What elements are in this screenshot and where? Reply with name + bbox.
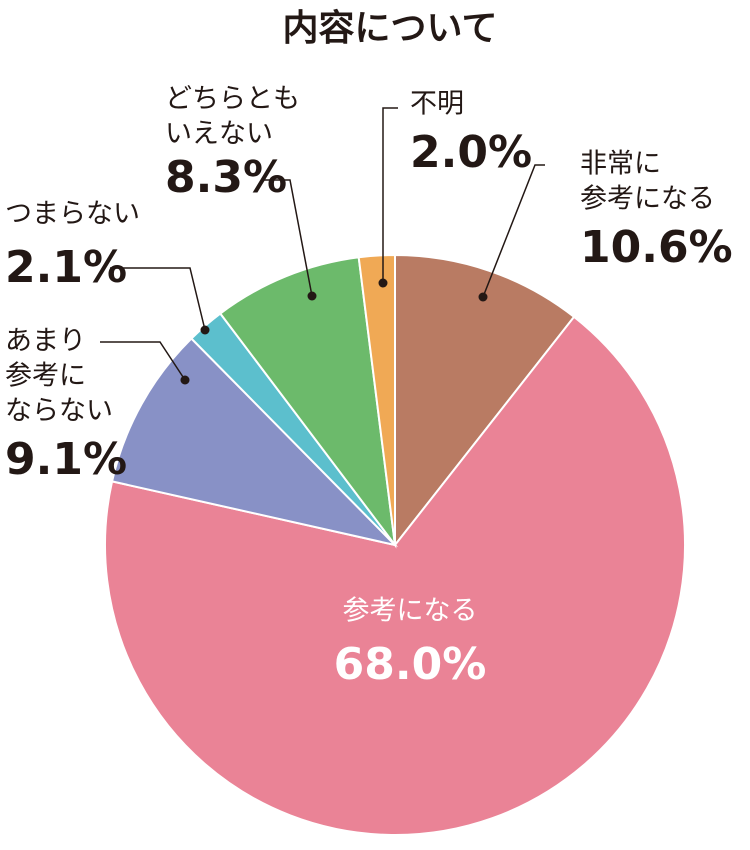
pie-slice (394, 253, 576, 548)
slice-label: あまり (5, 326, 86, 357)
leader-dot (180, 375, 190, 385)
leader-dot (200, 325, 210, 335)
slice-label: 参考になる (343, 596, 478, 627)
leader-line (482, 164, 545, 298)
leader-dot (307, 291, 317, 301)
slice-label: 不明 (410, 89, 464, 120)
leader-dot (478, 292, 488, 302)
slice-label: 非常に (580, 149, 661, 180)
leader-dot (378, 278, 388, 288)
value-label: 2.0% (410, 127, 532, 178)
slice-label: つまらない (5, 199, 140, 230)
value-label: 10.6% (580, 222, 733, 273)
leader-line (382, 107, 398, 283)
pie-slice (104, 315, 686, 836)
value-label: 2.1% (5, 242, 127, 293)
pie-slice (218, 256, 397, 549)
leader-line (100, 341, 186, 381)
value-label: 68.0% (334, 639, 487, 690)
pie-slice (110, 337, 399, 547)
value-label: 8.3% (165, 152, 287, 203)
slice-label: いえない (165, 119, 273, 150)
slice-label: どちらとも (165, 84, 300, 115)
leader-line (110, 267, 206, 331)
slice-label: 参考になる (580, 184, 715, 215)
value-label: 9.1% (5, 434, 127, 485)
leader-line (262, 179, 313, 297)
slice-label: ならない (5, 396, 113, 427)
chart-title: 内容について (283, 8, 498, 49)
slice-label: 参考に (5, 361, 86, 392)
pie-slice (357, 253, 396, 546)
